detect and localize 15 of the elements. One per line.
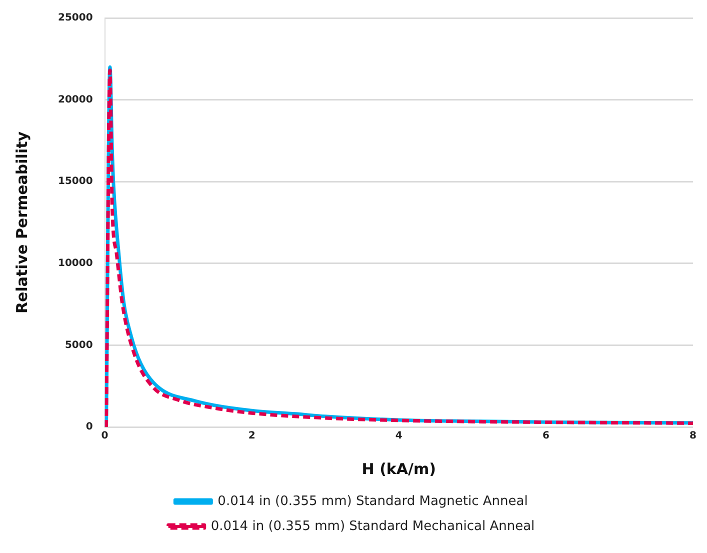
x-tick-label: 8 xyxy=(690,430,697,442)
legend-label: 0.014 in (0.355 mm) Standard Magnetic Anneal xyxy=(218,494,528,509)
x-axis-title: H (kA/m) xyxy=(362,460,436,478)
y-tick-label: 5000 xyxy=(64,340,93,351)
x-tick-label: 4 xyxy=(395,430,402,442)
x-tick-label: 0 xyxy=(101,430,108,442)
y-tick-label: 10000 xyxy=(58,258,93,269)
y-axis-title: Relative Permeability xyxy=(12,131,31,314)
y-tick-label: 15000 xyxy=(58,176,93,188)
legend-label: 0.014 in (0.355 mm) Standard Mechanical Anneal xyxy=(210,518,535,534)
y-tick-label: 0 xyxy=(86,422,93,433)
x-tick-label: 6 xyxy=(542,430,550,442)
x-tick-label: 2 xyxy=(248,430,256,442)
y-tick-label: 25000 xyxy=(58,12,93,24)
y-tick-label: 20000 xyxy=(58,94,93,106)
